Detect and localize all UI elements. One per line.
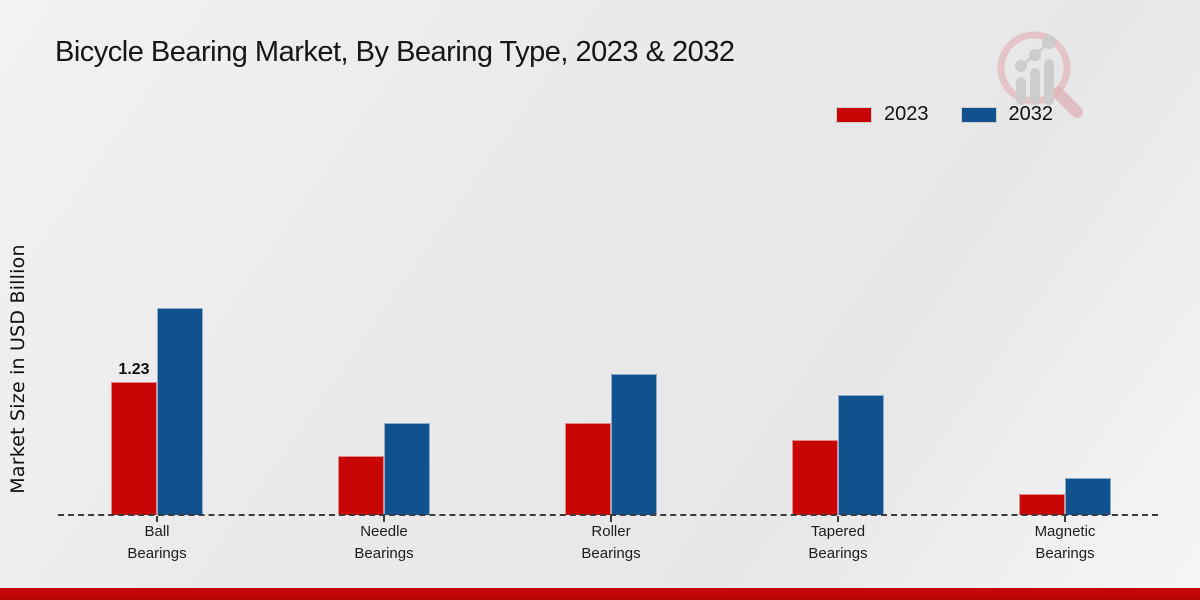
bar-2032-roller-bearings [611, 374, 657, 515]
bar-2023-tapered-bearings [792, 440, 838, 515]
bar-value-label-ball-bearings: 1.23 [118, 361, 150, 379]
legend-item-2023: 2023 [836, 103, 929, 126]
x-axis-tick-tapered-bearings [837, 516, 839, 522]
footer-accent-band [0, 588, 1200, 600]
bar-2023-roller-bearings [565, 423, 611, 515]
x-axis-tick-magnetic-bearings [1064, 516, 1066, 522]
x-axis-label-tapered-bearings: Tapered Bearings [808, 523, 868, 562]
bar-2023-magnetic-bearings [1019, 494, 1065, 515]
bar-2032-ball-bearings [157, 308, 203, 515]
x-axis-label-roller-bearings: Roller Bearings [581, 523, 641, 562]
magnifier-growth-chart-logo-icon [997, 31, 1083, 118]
legend: 2023 2032 [836, 103, 1053, 126]
bar-2032-tapered-bearings [838, 395, 884, 515]
legend-swatch-2023 [836, 106, 872, 123]
x-axis-baseline [58, 514, 1158, 516]
x-axis-label-magnetic-bearings: Magnetic Bearings [1034, 523, 1096, 562]
x-axis-tick-needle-bearings [383, 516, 385, 522]
bar-2023-needle-bearings [338, 456, 384, 515]
bar-2032-magnetic-bearings [1065, 478, 1111, 515]
x-axis-label-needle-bearings: Needle Bearings [354, 523, 414, 562]
legend-label-2032: 2032 [1008, 103, 1054, 125]
bar-2032-needle-bearings [384, 423, 430, 515]
legend-swatch-2032 [960, 106, 997, 123]
legend-label-2023: 2023 [884, 103, 929, 125]
legend-item-2032: 2032 [960, 103, 1054, 126]
x-axis-tick-ball-bearings [156, 516, 158, 522]
x-axis-tick-roller-bearings [610, 516, 612, 522]
bar-2023-ball-bearings [111, 382, 157, 515]
chart-title: Bicycle Bearing Market, By Bearing Type,… [55, 36, 735, 68]
x-axis-label-ball-bearings: Ball Bearings [127, 523, 187, 562]
